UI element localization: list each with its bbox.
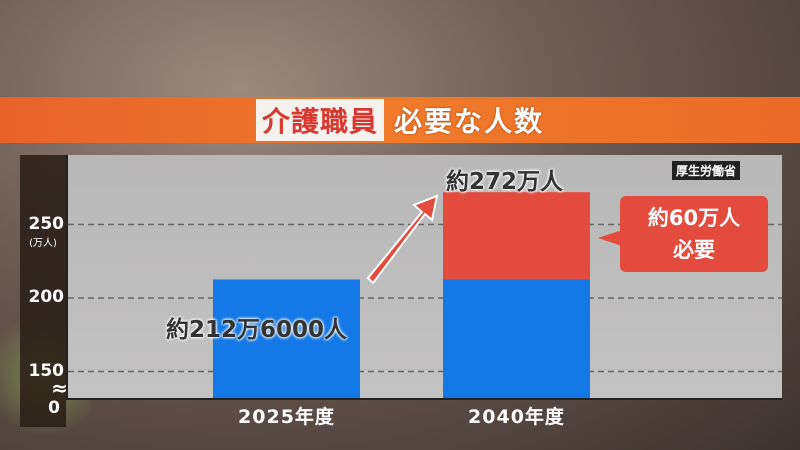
- increase-arrow-icon: [366, 194, 439, 285]
- callout-line1: 約60万人: [647, 206, 741, 230]
- y-axis-strip: [20, 155, 66, 427]
- y-axis-unit: (万人): [29, 238, 57, 249]
- data-label-2025: 約212万6000人: [166, 317, 348, 343]
- axis-break-icon: ≈: [51, 376, 68, 400]
- y-tick-200: 200: [28, 287, 65, 307]
- bar-2025年度-series-0: [213, 279, 360, 398]
- y-tick-250: 250: [28, 214, 65, 234]
- bar-2040年度-series-1: [443, 192, 590, 280]
- data-label-2040: 約272万人: [446, 169, 564, 195]
- title-bar: 介護職員 必要な人数: [0, 97, 800, 143]
- x-label-2040: 2040年度: [468, 406, 565, 428]
- x-label-2025: 2025年度: [238, 406, 335, 428]
- source-label: 厚生労働省: [672, 161, 741, 180]
- callout-box: 約60万人 必要: [620, 196, 768, 272]
- chart-panel: [66, 155, 782, 400]
- y-tick-150: 150: [28, 361, 65, 381]
- y-tick-0: 0: [48, 398, 60, 418]
- title-highlight: 介護職員: [255, 99, 384, 141]
- title-text: 必要な人数: [394, 105, 545, 138]
- callout-pointer: [598, 230, 622, 246]
- callout-line2: 必要: [673, 238, 715, 262]
- bar-2040年度-series-0: [443, 279, 590, 398]
